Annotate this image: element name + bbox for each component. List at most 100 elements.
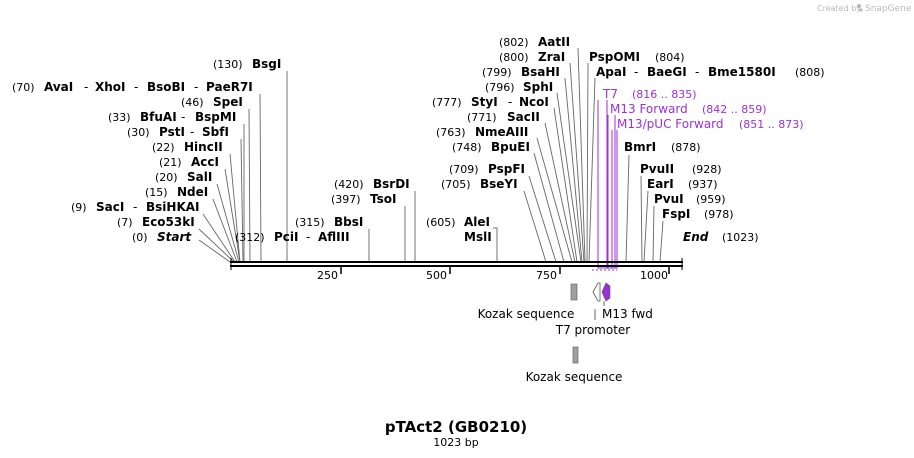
site-name: BsaHI — [521, 65, 560, 79]
site-BpuEI: (748) BpuEI — [452, 140, 530, 154]
site-name: BsiHKAI — [146, 200, 200, 214]
site-name: PaeR7I — [206, 80, 253, 94]
site-name: MslI — [464, 230, 492, 244]
site-position: (771) — [467, 111, 497, 124]
site-position: (605) — [426, 216, 456, 229]
site-name: BsrDI — [373, 177, 410, 191]
site-name: End — [683, 230, 709, 244]
site-SacII: (771) SacII — [467, 110, 540, 124]
site-position: (21) — [159, 156, 182, 169]
site-ApaI-group: ApaI - BaeGI - Bme1580I (808) — [596, 65, 825, 79]
feature-label: Kozak sequence — [526, 370, 623, 384]
site-PciI-group: (312) PciI - AflIII — [235, 230, 350, 244]
site-position: (397) — [331, 193, 361, 206]
site-name: SacI — [96, 200, 124, 214]
site-SalI: (20) SalI — [155, 170, 212, 184]
site-name: SalI — [187, 170, 212, 184]
axis-tick-1000: 1000 — [640, 267, 670, 282]
site-name: FspI — [662, 207, 690, 221]
site-position: (0) — [132, 231, 148, 244]
site-StyI-group: (777) StyI - NcoI — [432, 95, 549, 109]
site-FspI: FspI (978) — [662, 207, 734, 221]
leader-lines — [198, 47, 664, 263]
site-BbsI: (315) BbsI — [295, 215, 363, 229]
site-name: BspMI — [195, 110, 236, 124]
site-PspFI: (709) PspFI — [449, 162, 525, 176]
site-BseYI: (705) BseYI — [441, 177, 518, 191]
site-SpeI: (46) SpeI — [181, 95, 243, 109]
site-AleI-group: (605) AleI MslI — [426, 215, 492, 244]
site-name: BseYI — [480, 177, 518, 191]
tick-label: 250 — [317, 269, 338, 282]
site-name: ZraI — [538, 50, 565, 64]
site-name: BaeGI — [647, 65, 687, 79]
feature-t7-promoter: T7 promoter — [555, 282, 630, 337]
svg-text:-: - — [190, 125, 194, 139]
site-AatII: (802) AatII — [499, 35, 570, 49]
tick-label: 750 — [536, 269, 557, 282]
site-position: (959) — [696, 193, 726, 206]
svg-text:-: - — [134, 80, 138, 94]
site-Start: (0) Start — [132, 230, 192, 244]
site-BsrDI: (420) BsrDI — [334, 177, 410, 191]
credit-prefix: Created by — [817, 4, 861, 13]
site-name: BpuEI — [491, 140, 530, 154]
site-position: (928) — [692, 163, 722, 176]
site-name: NmeAIII — [475, 125, 528, 139]
site-name: AflIII — [318, 230, 350, 244]
site-position: (22) — [152, 141, 175, 154]
site-name: AatII — [538, 35, 570, 49]
svg-text:-: - — [508, 95, 512, 109]
site-position: (420) — [334, 178, 364, 191]
site-position: (7) — [117, 216, 133, 229]
site-position: (802) — [499, 36, 529, 49]
site-position: (9) — [71, 201, 87, 214]
svg-text:-: - — [306, 230, 310, 244]
site-position: (808) — [795, 66, 825, 79]
site-name: AvaI — [44, 80, 73, 94]
site-position: (130) — [213, 58, 243, 71]
primer-range: (851 .. 873) — [739, 118, 804, 131]
site-position: (30) — [127, 126, 150, 139]
site-name: SphI — [523, 80, 553, 94]
site-AvaI-group: (70) AvaI - XhoI - BsoBI - PaeR7I — [12, 80, 253, 94]
site-name: Start — [157, 230, 192, 244]
site-position: (709) — [449, 163, 479, 176]
site-name: NcoI — [519, 95, 549, 109]
site-name: TsoI — [370, 192, 396, 206]
site-position: (315) — [295, 216, 325, 229]
svg-text:-: - — [133, 200, 137, 214]
site-name: PvuI — [654, 192, 684, 206]
site-name: EarI — [647, 177, 674, 191]
site-position: (777) — [432, 96, 462, 109]
site-BfuAI-group: (33) BfuAI - BspMI — [108, 110, 236, 124]
site-position: (705) — [441, 178, 471, 191]
site-name: SbfI — [202, 125, 229, 139]
map-length: 1023 bp — [433, 436, 478, 449]
site-TsoI: (397) TsoI — [331, 192, 396, 206]
site-PvuII: PvuII (928) — [640, 162, 722, 176]
snapgene-logo-icon — [857, 4, 863, 12]
site-position: (978) — [704, 208, 734, 221]
site-position: (800) — [499, 51, 529, 64]
site-name: BmrI — [624, 140, 656, 154]
site-PspOMI: PspOMI (804) — [589, 50, 685, 64]
site-position: (70) — [12, 81, 35, 94]
site-End: End (1023) — [683, 230, 759, 244]
site-name: StyI — [471, 95, 498, 109]
primer-annotations — [592, 100, 618, 271]
primer-T7: T7 (816 .. 835) — [602, 87, 697, 101]
svg-text:-: - — [84, 80, 88, 94]
primer-name: M13/pUC Forward — [617, 117, 724, 131]
site-position: (46) — [181, 96, 204, 109]
site-name: PstI — [159, 125, 185, 139]
primer-name: T7 — [602, 87, 618, 101]
svg-text:-: - — [194, 80, 198, 94]
site-name: PvuII — [640, 162, 674, 176]
site-position: (748) — [452, 141, 482, 154]
svg-text:-: - — [181, 110, 185, 124]
site-SphI: (796) SphI — [485, 80, 553, 94]
axis-tick-250: 250 — [317, 267, 342, 282]
site-name: BsgI — [252, 57, 281, 71]
